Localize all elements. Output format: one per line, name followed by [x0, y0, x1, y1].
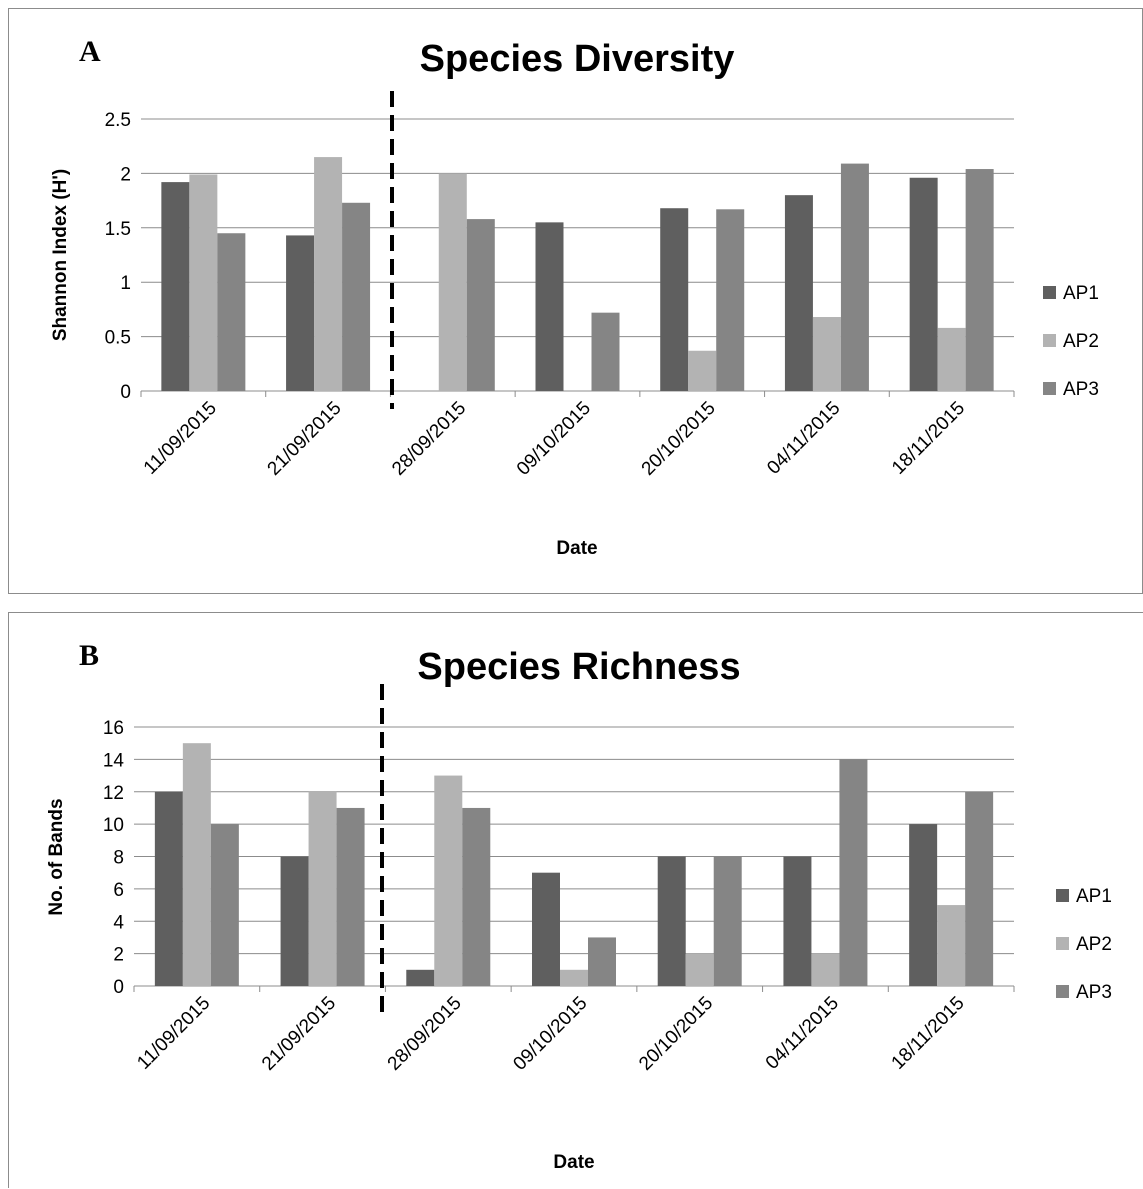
bar-ap3	[591, 312, 620, 391]
y-tick-label: 1.5	[105, 219, 131, 240]
y-axis-title: No. of Bands	[46, 798, 67, 915]
bar-ap1	[657, 856, 686, 986]
legend-swatch	[1056, 937, 1069, 950]
legend-swatch	[1056, 889, 1069, 902]
bar-ap1	[909, 177, 938, 391]
bar-ap3	[462, 807, 491, 986]
bar-ap1	[532, 872, 560, 986]
bar-ap1	[154, 791, 183, 986]
legend-label: AP1	[1076, 886, 1112, 907]
legend-label: AP1	[1063, 283, 1099, 304]
bar-ap3	[965, 791, 994, 986]
y-tick-label: 0.5	[105, 328, 131, 349]
bar-ap2	[811, 953, 840, 986]
y-tick-label: 6	[113, 880, 124, 901]
legend-label: AP2	[1063, 331, 1099, 352]
panel-label: B	[79, 639, 100, 672]
y-tick-label: 2	[113, 945, 124, 966]
bar-ap2	[189, 174, 218, 391]
legend-label: AP3	[1076, 982, 1112, 1003]
y-tick-label: 10	[103, 815, 124, 836]
bar-ap1	[280, 856, 309, 986]
y-tick-label: 2.5	[105, 110, 131, 131]
x-axis-title: Date	[553, 1152, 594, 1173]
x-tick-label: 04/11/2015	[762, 993, 843, 1074]
x-tick-label: 21/09/2015	[258, 993, 340, 1075]
bar-ap3	[713, 856, 742, 986]
bar-ap3	[342, 202, 371, 391]
y-tick-label: 4	[113, 912, 124, 933]
legend-swatch	[1056, 985, 1069, 998]
bar-ap2	[314, 157, 343, 391]
bar-ap3	[716, 209, 745, 391]
x-tick-label: 18/11/2015	[888, 398, 969, 479]
bar-ap2	[560, 969, 588, 986]
y-axis-title: Shannon Index (H')	[50, 169, 71, 341]
bar-ap3	[336, 807, 365, 986]
bar-ap3	[466, 219, 495, 391]
bar-ap1	[660, 208, 689, 391]
chart-title: Species Diversity	[420, 38, 735, 80]
x-tick-label: 09/10/2015	[513, 398, 595, 480]
x-tick-label: 11/09/2015	[140, 398, 221, 479]
bar-ap1	[783, 856, 812, 986]
species-diversity-chart: Species Diversity 0 0.5 1 1.5 2 2.5 11/09/2015 2…	[50, 38, 1099, 559]
chart-title: Species Richness	[417, 646, 740, 688]
bar-ap2	[812, 317, 841, 391]
bar-ap3	[965, 169, 994, 391]
bar-ap2	[685, 953, 714, 986]
bar-ap3	[210, 824, 239, 986]
bar-ap3	[839, 759, 868, 986]
y-tick-label: 8	[113, 848, 124, 869]
panel-label: A	[79, 35, 101, 68]
y-tick-label: 14	[103, 750, 125, 771]
bar-ap1	[286, 235, 315, 391]
legend-swatch	[1043, 334, 1056, 347]
bar-ap1	[406, 969, 435, 986]
bar-ap1	[784, 195, 813, 391]
x-tick-label: 11/09/2015	[133, 993, 214, 1074]
species-richness-chart: Species Richness 0 2 4 6 8 10 12 14 16 11/09/2015 2…	[46, 646, 1112, 1173]
x-tick-label: 20/10/2015	[635, 993, 717, 1075]
x-tick-label: 18/11/2015	[888, 993, 969, 1074]
x-tick-label: 20/10/2015	[638, 398, 720, 480]
y-tick-label: 12	[103, 783, 124, 804]
legend-swatch	[1043, 286, 1056, 299]
bar-ap2	[688, 350, 717, 391]
bar-ap3	[588, 937, 616, 986]
x-axis-title: Date	[556, 538, 597, 559]
bar-ap2	[937, 327, 966, 391]
y-tick-label: 1	[120, 273, 131, 294]
y-tick-label: 16	[103, 718, 124, 739]
bar-ap3	[840, 163, 869, 391]
y-tick-label: 2	[120, 164, 131, 185]
chart-panel-b: B Species Richness 0 2 4 6 8 10 12 14 16 11/09/201…	[8, 612, 1143, 1188]
x-tick-label: 09/10/2015	[509, 993, 591, 1075]
x-tick-label: 28/09/2015	[384, 993, 466, 1075]
bar-ap1	[909, 824, 938, 986]
bar-ap1	[535, 222, 564, 391]
x-tick-label: 21/09/2015	[264, 398, 346, 480]
bar-ap2	[438, 173, 467, 391]
legend-label: AP3	[1063, 379, 1099, 400]
bar-ap2	[937, 905, 966, 986]
legend-swatch	[1043, 382, 1056, 395]
y-tick-label: 0	[120, 382, 131, 403]
bar-ap2	[308, 791, 337, 986]
x-tick-label: 28/09/2015	[388, 398, 470, 480]
bar-ap2	[182, 743, 211, 986]
bar-ap3	[217, 233, 246, 391]
bar-ap2	[434, 775, 463, 986]
legend-label: AP2	[1076, 934, 1112, 955]
y-tick-label: 0	[113, 977, 124, 998]
chart-panel-a: A Species Diversity 0 0.5 1 1.5 2 2.5 11/09/201…	[8, 8, 1143, 594]
bar-ap1	[161, 182, 190, 391]
x-tick-label: 04/11/2015	[763, 398, 844, 479]
